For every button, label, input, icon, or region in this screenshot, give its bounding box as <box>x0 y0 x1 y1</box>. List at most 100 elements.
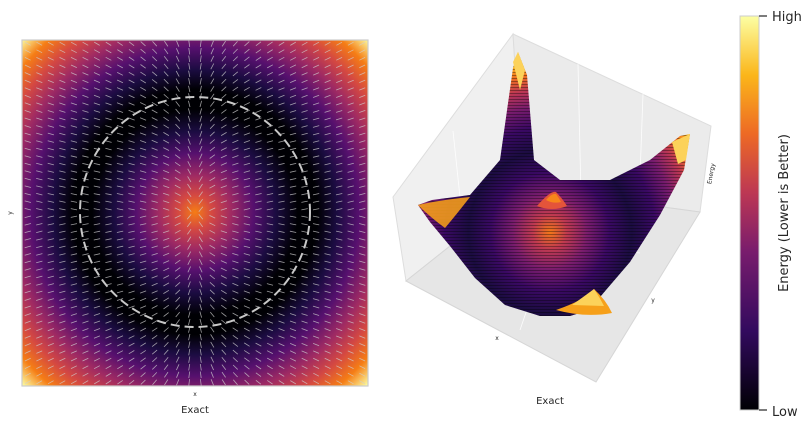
vector-arrow <box>128 260 135 264</box>
vector-arrow <box>175 116 181 122</box>
vector-arrow <box>82 223 89 226</box>
vector-arrow <box>336 170 343 173</box>
vector-arrow <box>188 371 191 378</box>
vector-arrow <box>324 335 331 339</box>
vector-arrow <box>278 245 285 248</box>
vector-arrow <box>128 193 135 196</box>
vector-arrow <box>59 79 66 83</box>
vector-arrow <box>232 230 239 233</box>
vector-arrow <box>116 185 124 188</box>
vector-arrow <box>220 260 227 264</box>
vector-arrow <box>128 41 135 47</box>
vector-arrow <box>105 163 112 166</box>
vector-arrow <box>313 49 320 54</box>
vector-arrow <box>24 350 31 354</box>
vector-arrow <box>47 155 54 158</box>
vector-arrow <box>117 72 124 76</box>
vector-arrow <box>24 208 31 211</box>
vector-arrow <box>139 297 147 302</box>
vector-arrow <box>301 335 308 339</box>
vector-arrow <box>255 178 262 181</box>
vector-arrow <box>266 72 273 76</box>
vector-arrow <box>336 328 343 332</box>
vector-arrow <box>266 94 274 98</box>
vector-arrow <box>36 223 43 226</box>
vector-arrow <box>140 320 147 324</box>
vector-arrow <box>243 200 251 203</box>
vector-arrow <box>82 79 89 83</box>
vector-arrow <box>24 268 31 271</box>
vector-arrow <box>117 372 123 377</box>
vector-arrow <box>24 260 32 264</box>
vector-arrow <box>301 230 308 233</box>
vector-arrow <box>59 117 66 121</box>
vector-arrow <box>59 193 66 196</box>
vector-arrow <box>188 341 191 348</box>
vector-arrow <box>221 71 227 77</box>
vector-arrow <box>210 78 215 85</box>
vector-arrow <box>47 87 54 91</box>
vector-arrow <box>198 176 203 183</box>
vector-arrow <box>47 328 54 332</box>
vector-arrow <box>324 343 331 347</box>
vector-arrow <box>163 304 170 310</box>
vector-arrow <box>324 305 331 309</box>
vector-arrow <box>359 155 366 158</box>
vector-arrow <box>347 72 354 76</box>
vector-arrow <box>199 40 202 47</box>
vector-arrow <box>188 85 191 93</box>
vector-arrow <box>199 296 203 303</box>
vector-arrow <box>312 290 320 294</box>
vector-arrow <box>335 223 343 226</box>
vector-arrow <box>93 313 101 316</box>
vector-arrow <box>188 63 191 70</box>
vector-arrow <box>93 283 101 286</box>
vector-arrow <box>116 290 124 294</box>
vector-arrow <box>266 132 274 136</box>
vector-arrow <box>176 371 180 378</box>
vector-arrow <box>266 283 274 286</box>
vector-arrow <box>324 200 331 203</box>
vector-arrow <box>289 320 297 324</box>
vector-arrow <box>82 57 89 61</box>
vector-arrow <box>93 170 101 173</box>
vector-arrow <box>70 290 78 294</box>
vector-arrow <box>220 282 227 287</box>
vector-arrow <box>163 63 169 70</box>
vector-arrow <box>290 56 297 61</box>
vector-arrow <box>128 170 135 173</box>
vector-arrow <box>243 140 251 143</box>
vector-arrow <box>232 193 239 196</box>
vector-arrow <box>151 193 158 196</box>
vector-arrow <box>163 185 170 189</box>
vector-arrow <box>221 334 227 340</box>
vector-arrow <box>336 380 343 385</box>
vector-arrow <box>278 110 285 113</box>
vector-arrow <box>347 380 354 385</box>
vector-arrow <box>116 147 124 151</box>
vector-arrow <box>278 283 285 286</box>
vector-arrow <box>209 252 216 257</box>
vector-arrow <box>151 320 158 325</box>
vector-arrow <box>336 185 343 188</box>
vector-arrow <box>174 199 181 204</box>
vector-arrow <box>36 132 43 136</box>
vector-arrow <box>82 253 89 256</box>
vector-arrow <box>24 170 32 173</box>
vector-arrow <box>359 268 366 271</box>
vector-arrow <box>36 283 43 286</box>
vector-arrow <box>36 110 43 113</box>
heatmap-frame <box>21 39 369 387</box>
vector-arrow <box>266 102 274 106</box>
vector-arrow <box>312 193 320 196</box>
vector-arrow <box>232 177 239 181</box>
vector-arrow <box>336 357 343 362</box>
vector-arrow <box>151 124 158 129</box>
vector-arrow <box>312 223 320 226</box>
vector-arrow <box>47 335 54 339</box>
vector-arrow <box>243 290 251 294</box>
vector-arrow <box>59 313 66 316</box>
vector-arrow <box>93 117 101 121</box>
vector-arrow <box>266 147 274 151</box>
vector-arrow <box>347 140 354 143</box>
